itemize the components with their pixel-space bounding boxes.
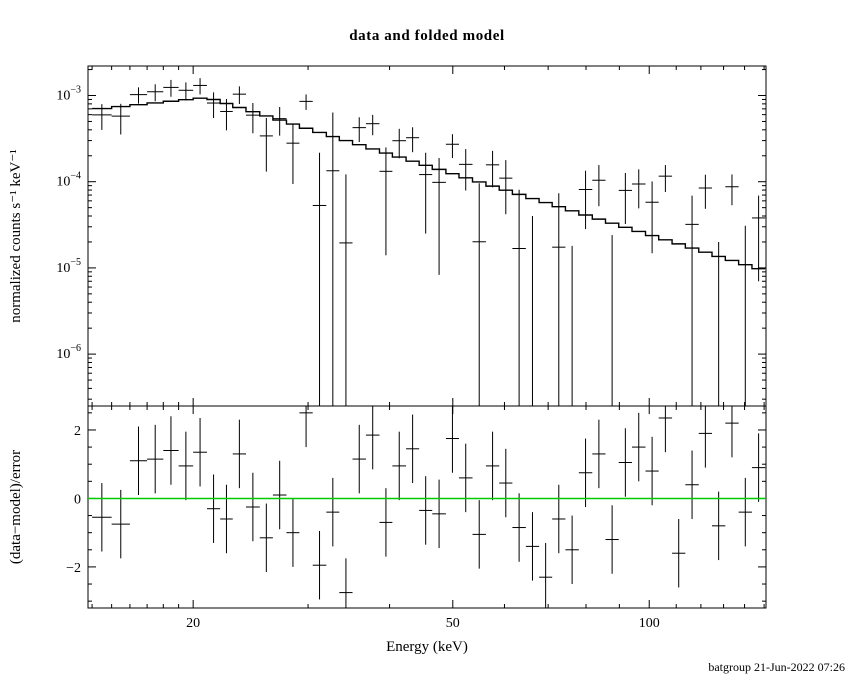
tick-labels: 20 50 100 10−3 10−4 10−5 10−6 −2 0 2 bbox=[56, 85, 659, 631]
model-step-line bbox=[92, 97, 766, 270]
panel-frames bbox=[87, 65, 767, 609]
timestamp-label: batgroup 21-Jun-2022 07:26 bbox=[708, 660, 845, 674]
svg-text:10−4: 10−4 bbox=[56, 171, 81, 190]
plot-generated-content: 20 50 100 10−3 10−4 10−5 10−6 −2 0 2 bbox=[56, 65, 767, 631]
svg-text:100: 100 bbox=[639, 616, 660, 631]
axis-ticks bbox=[88, 66, 766, 608]
svg-text:0: 0 bbox=[74, 492, 81, 507]
svg-text:−2: −2 bbox=[66, 561, 81, 576]
svg-text:20: 20 bbox=[186, 616, 200, 631]
x-axis-label: Energy (keV) bbox=[386, 639, 468, 655]
svg-text:10−3: 10−3 bbox=[56, 85, 81, 104]
svg-text:50: 50 bbox=[446, 616, 460, 631]
svg-text:10−5: 10−5 bbox=[56, 257, 81, 276]
spectrum-data-points bbox=[92, 78, 766, 406]
svg-text:2: 2 bbox=[74, 424, 81, 439]
svg-text:10−6: 10−6 bbox=[56, 343, 81, 362]
chart-title: data and folded model bbox=[349, 28, 505, 44]
residual-data-points bbox=[92, 406, 766, 608]
y-axis-label-residuals: (data−model)/error bbox=[8, 450, 24, 564]
y-axis-label-spectrum: normalized counts s⁻¹ keV⁻¹ bbox=[8, 149, 24, 323]
